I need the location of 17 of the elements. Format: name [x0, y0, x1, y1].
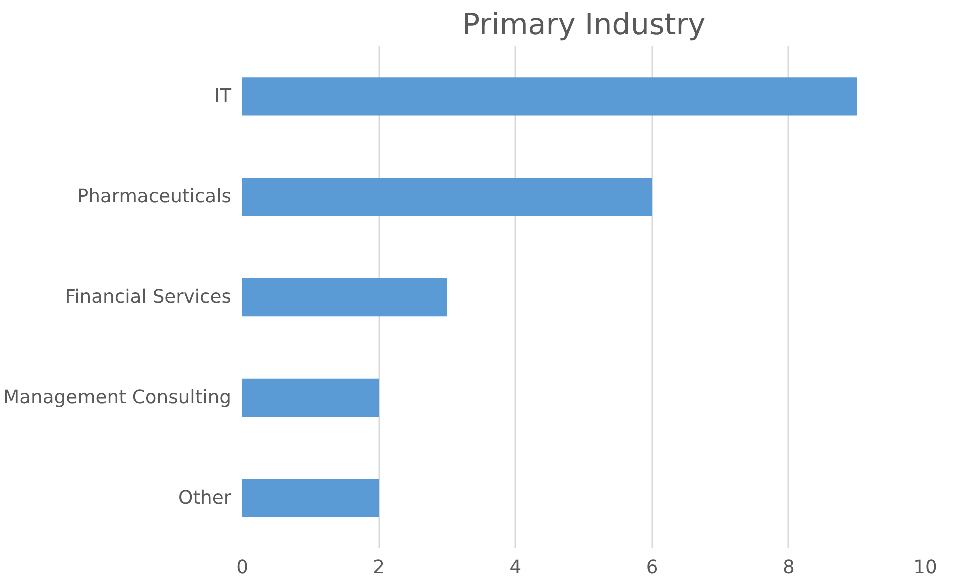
- x-tick-label: 8: [782, 558, 795, 578]
- bar: [242, 78, 858, 116]
- x-tick-label: 6: [646, 558, 658, 578]
- chart-title: Primary Industry: [462, 8, 706, 42]
- bar: [242, 378, 380, 417]
- y-tick-label: Other: [178, 488, 232, 509]
- bar: [242, 479, 380, 518]
- bar: [242, 178, 652, 216]
- x-tick-label: 2: [373, 558, 386, 578]
- x-tick-label: 10: [914, 558, 938, 578]
- x-tick-label: 0: [236, 558, 248, 578]
- x-tick-label: 4: [510, 558, 522, 578]
- y-tick-label: Financial Services: [65, 287, 232, 308]
- y-tick-label: Pharmaceuticals: [77, 186, 232, 208]
- y-tick-label: IT: [214, 86, 232, 108]
- bar: [242, 278, 448, 317]
- y-tick-label: Management Consulting: [4, 387, 232, 408]
